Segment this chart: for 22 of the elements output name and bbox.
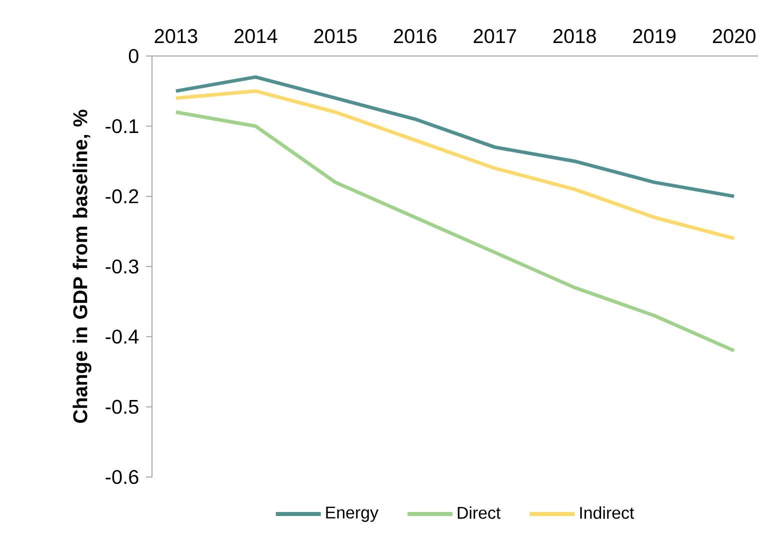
x-tick-label: 2018 [553, 29, 596, 44]
y-tick-label: 0 [128, 48, 138, 64]
y-axis-title: Change in GDP from baseline, % [72, 110, 92, 423]
line-series [174, 110, 736, 352]
x-tick-label: 2019 [633, 29, 676, 44]
line-series [174, 89, 736, 240]
y-tick-label: -0.2 [106, 189, 138, 204]
legend-label: Energy [326, 506, 378, 522]
x-tick-label: 2017 [474, 29, 516, 44]
x-tick-label: 2016 [394, 29, 436, 44]
y-tick-label: -0.5 [106, 400, 138, 414]
y-tick-label: -0.1 [106, 119, 138, 134]
x-tick-label: 2013 [154, 29, 198, 44]
y-tick-label: -0.6 [106, 470, 138, 484]
x-tick-label: 2015 [314, 29, 357, 44]
legend-label: Direct [458, 506, 501, 519]
x-tick-label: 2014 [234, 29, 278, 44]
legend-label: Indirect [580, 506, 634, 519]
line-series [174, 75, 736, 198]
y-tick-label: -0.3 [106, 259, 138, 274]
x-tick-label: 2020 [712, 29, 756, 44]
y-tick-label: -0.4 [106, 330, 139, 344]
